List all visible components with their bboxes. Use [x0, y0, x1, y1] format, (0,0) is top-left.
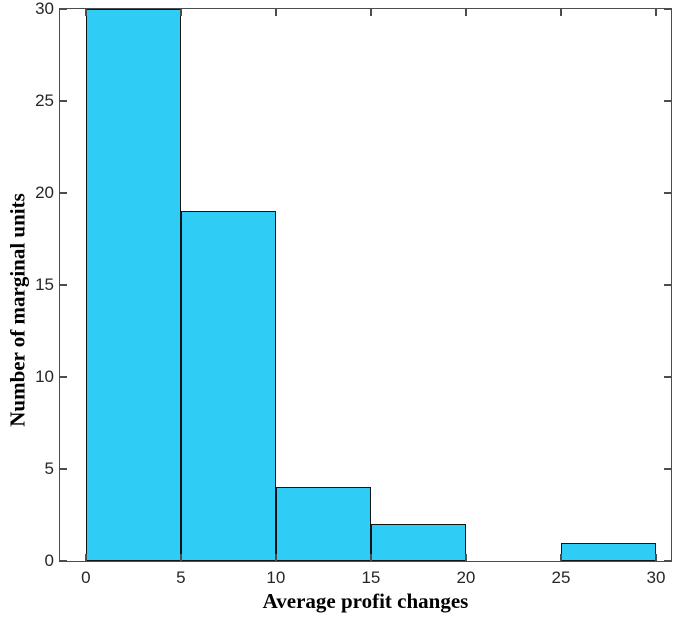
y-tick-mark: [664, 560, 671, 562]
y-tick-label: 30: [35, 0, 54, 18]
x-tick-mark: [370, 9, 372, 16]
x-tick-mark: [560, 554, 562, 561]
y-tick-mark: [60, 100, 67, 102]
x-tick-mark: [465, 9, 467, 16]
y-tick-label: 20: [35, 183, 54, 202]
x-tick-mark: [275, 9, 277, 16]
y-axis-label: Number of marginal units: [5, 193, 30, 427]
x-tick-mark: [465, 554, 467, 561]
y-tick-mark: [60, 468, 67, 470]
x-tick-mark: [655, 554, 657, 561]
x-tick-mark: [180, 554, 182, 561]
y-tick-mark: [664, 376, 671, 378]
x-tick-label: 15: [361, 568, 381, 587]
y-tick-mark: [664, 8, 671, 10]
y-tick-mark: [60, 8, 67, 10]
x-tick-mark: [180, 9, 182, 16]
y-tick-label: 10: [35, 367, 54, 386]
y-tick-mark: [664, 468, 671, 470]
histogram-bar: [275, 487, 371, 561]
plot-area: [59, 8, 672, 562]
y-tick-mark: [60, 560, 67, 562]
y-tick-label: 25: [35, 91, 54, 110]
x-tick-label: 30: [646, 568, 666, 587]
x-tick-label: 5: [176, 568, 186, 587]
histogram-bar: [370, 524, 466, 561]
y-tick-mark: [664, 100, 671, 102]
y-tick-mark: [60, 192, 67, 194]
histogram-bar: [85, 9, 181, 561]
x-tick-label: 0: [81, 568, 91, 587]
x-tick-label: 10: [266, 568, 286, 587]
x-tick-mark: [85, 9, 87, 16]
x-tick-label: 20: [456, 568, 476, 587]
histogram-bar: [560, 542, 656, 561]
x-tick-mark: [560, 9, 562, 16]
histogram-bar: [180, 211, 276, 561]
y-tick-label: 0: [44, 551, 54, 570]
y-tick-label: 15: [35, 275, 54, 294]
y-tick-label: 5: [44, 459, 54, 478]
y-tick-mark: [664, 284, 671, 286]
y-tick-mark: [60, 284, 67, 286]
x-tick-mark: [275, 554, 277, 561]
y-tick-mark: [664, 192, 671, 194]
x-tick-mark: [370, 554, 372, 561]
x-tick-label: 25: [551, 568, 571, 587]
x-tick-mark: [85, 554, 87, 561]
x-tick-mark: [655, 9, 657, 16]
y-tick-mark: [60, 376, 67, 378]
x-axis-label: Average profit changes: [262, 589, 469, 613]
